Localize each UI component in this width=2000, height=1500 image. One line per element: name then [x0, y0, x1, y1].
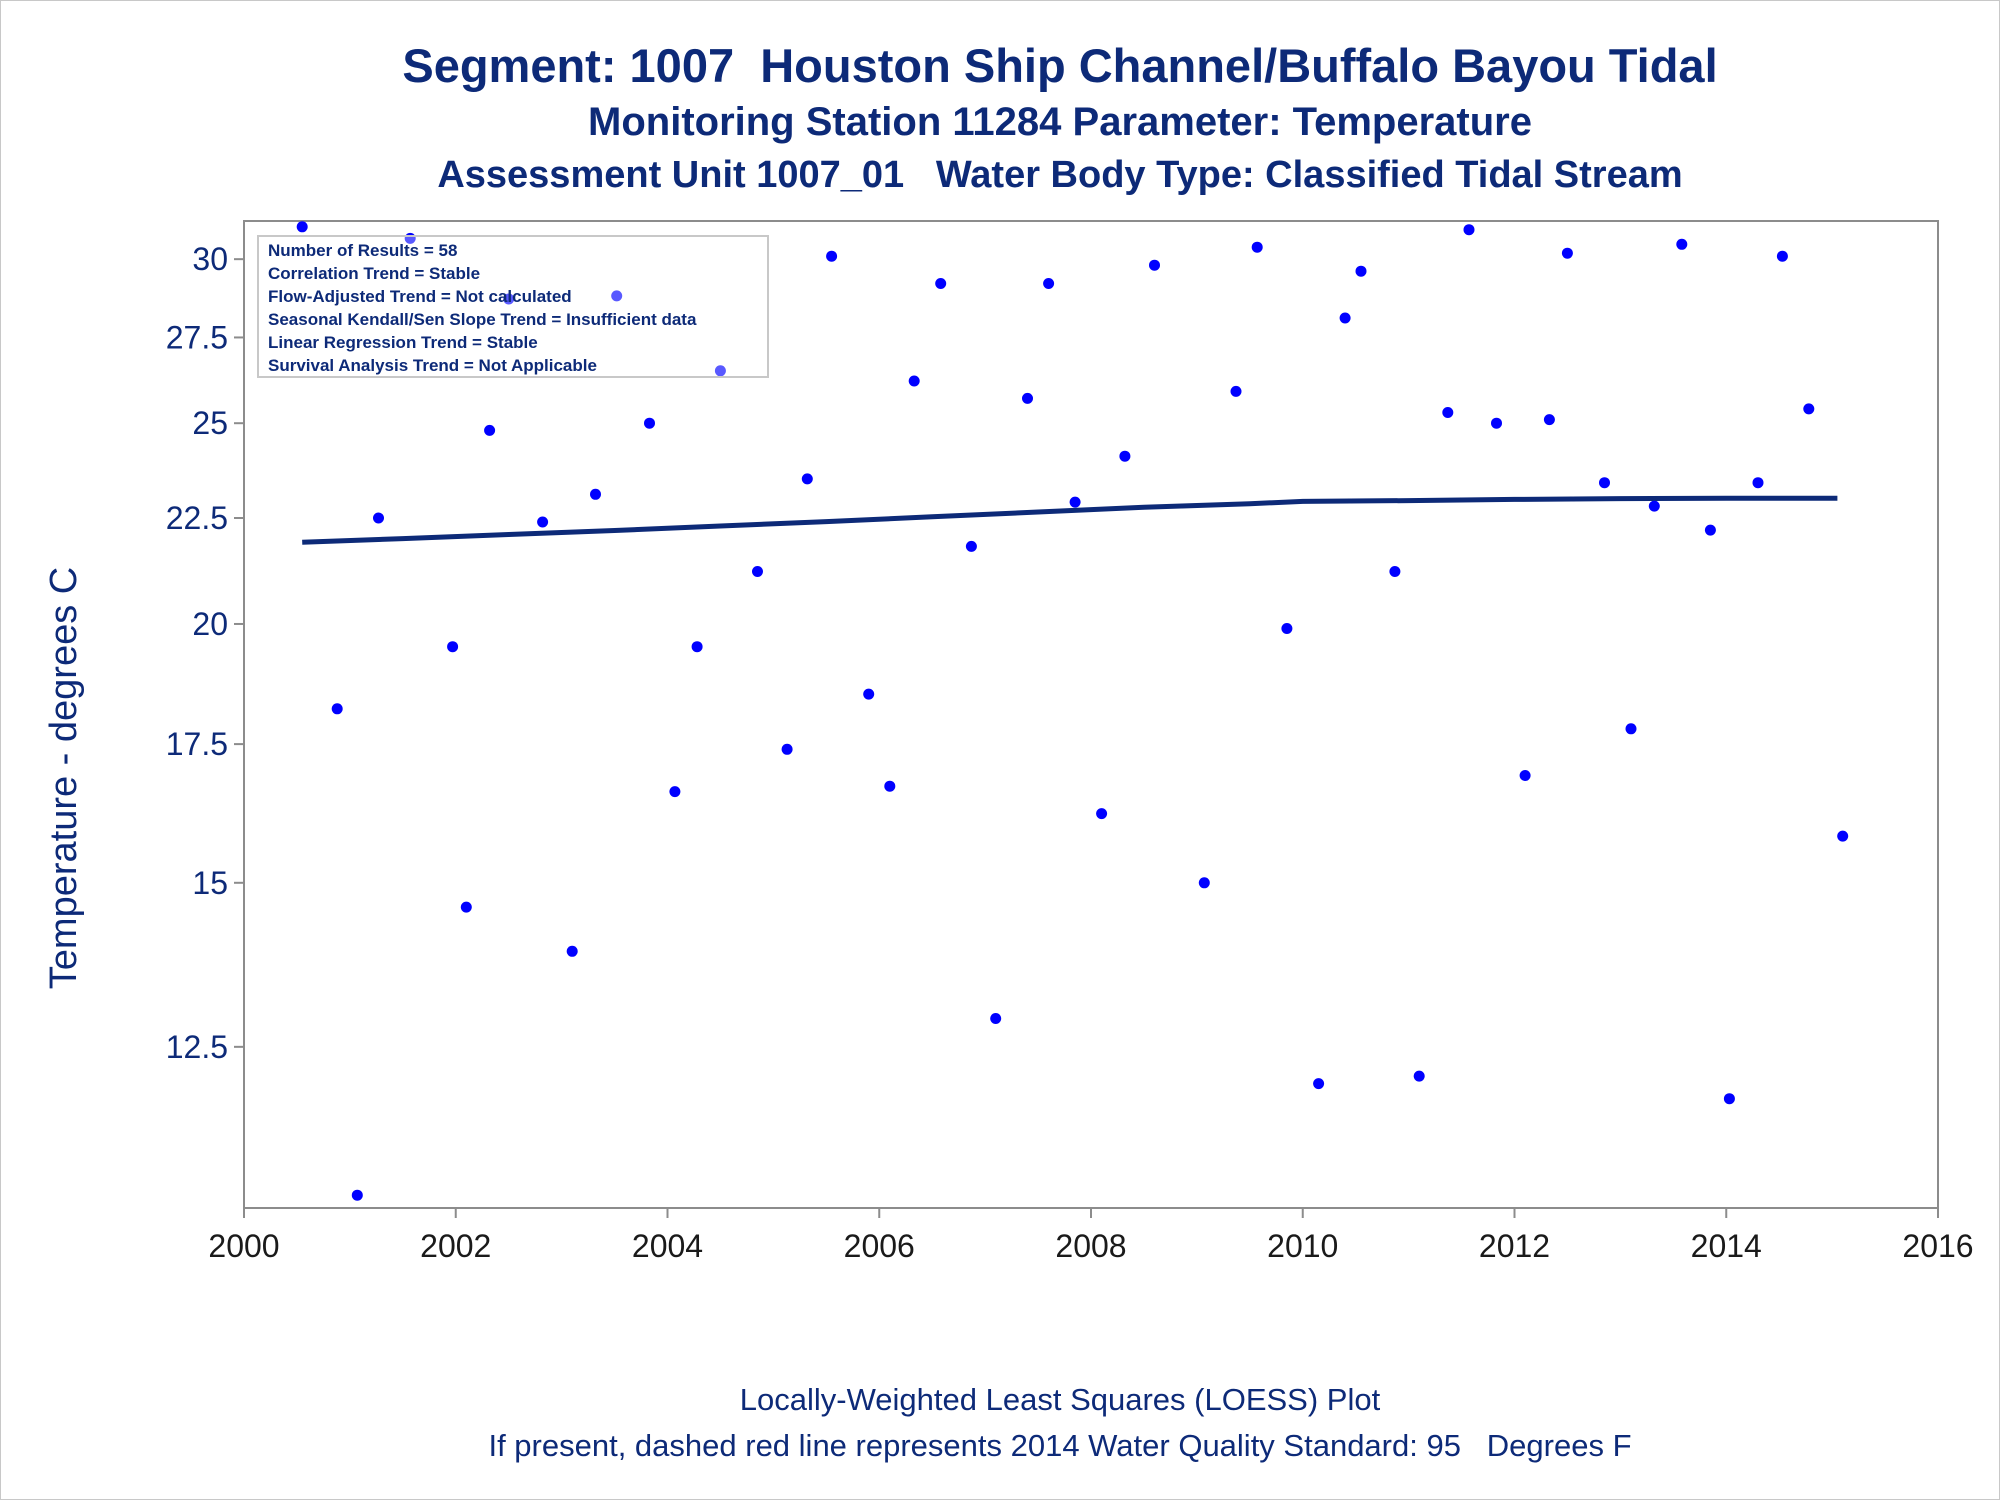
data-point [1389, 566, 1401, 577]
data-point [781, 743, 793, 755]
x-tick-label: 2004 [632, 1228, 703, 1264]
data-point [1413, 1070, 1425, 1082]
data-point [1676, 238, 1688, 250]
data-point [1625, 723, 1637, 735]
chart-title: Segment: 1007 Houston Ship Channel/Buffa… [402, 39, 1718, 92]
data-point [752, 566, 763, 577]
y-tick-label: 12.5 [166, 1029, 228, 1065]
x-tick-label: 2010 [1267, 1228, 1338, 1264]
data-point [691, 641, 703, 653]
data-point [965, 540, 977, 552]
x-tick-label: 2008 [1055, 1228, 1126, 1264]
data-point [331, 703, 343, 715]
data-point [1339, 312, 1351, 324]
x-tick-label: 2006 [844, 1228, 915, 1264]
data-point [1648, 500, 1660, 512]
data-point [1519, 770, 1531, 781]
y-tick-label: 25 [192, 405, 228, 441]
data-point [611, 290, 623, 302]
trend-info-box: Number of Results = 58 Correlation Trend … [257, 235, 769, 378]
data-point [1803, 403, 1815, 415]
data-point [935, 278, 947, 289]
data-point [503, 293, 515, 305]
data-point [351, 1189, 363, 1201]
data-point [1355, 265, 1367, 277]
trend-info-line: Number of Results = 58 [268, 241, 457, 260]
data-point [1069, 496, 1081, 508]
data-point [644, 417, 655, 429]
data-point [566, 945, 578, 957]
data-point [537, 516, 549, 528]
data-point [1043, 278, 1055, 289]
trend-info-line: Correlation Trend = Stable [268, 264, 480, 283]
data-point [801, 473, 813, 485]
data-point [908, 375, 920, 387]
x-tick-label: 2016 [1902, 1228, 1973, 1264]
data-point [714, 365, 726, 377]
y-tick-label: 20 [192, 606, 228, 642]
loess-line-layer [302, 495, 1838, 545]
loess-trend-line [302, 495, 1838, 545]
footnote-loess: Locally-Weighted Least Squares (LOESS) P… [739, 1382, 1381, 1417]
data-point [669, 786, 681, 798]
chart-subtitle-assessment: Assessment Unit 1007_01 Water Body Type:… [437, 154, 1683, 196]
data-point [1442, 407, 1454, 418]
y-axis-ticks: 12.5 15 17.5 20 22.5 25 27.5 30 [166, 241, 244, 1065]
data-point [1776, 250, 1788, 262]
data-point [1752, 477, 1764, 489]
data-point [990, 1013, 1002, 1024]
y-axis-label: Temperature - degrees C [43, 567, 85, 989]
x-tick-label: 2014 [1691, 1228, 1762, 1264]
x-axis-ticks: 2000 2002 2004 2006 2008 2010 2012 2014 2016 [208, 1208, 1974, 1264]
data-point [1723, 1093, 1735, 1105]
y-tick-label: 30 [192, 241, 228, 277]
data-point [447, 641, 459, 653]
data-point [884, 780, 896, 792]
data-point [484, 424, 496, 436]
trend-info-line: Seasonal Kendall/Sen Slope Trend = Insuf… [268, 310, 697, 329]
trend-info-line: Flow-Adjusted Trend = Not calculated [268, 287, 572, 306]
y-tick-label: 27.5 [166, 319, 228, 355]
chart-subtitle-station: Monitoring Station 11284 Parameter: Temp… [588, 100, 1532, 144]
x-tick-label: 2012 [1479, 1228, 1550, 1264]
data-point [1281, 623, 1293, 634]
data-point [1313, 1078, 1325, 1090]
data-point [826, 250, 838, 262]
x-tick-label: 2000 [208, 1228, 279, 1264]
data-point [1599, 477, 1610, 489]
data-point [1096, 808, 1108, 820]
data-point [296, 221, 308, 233]
y-tick-label: 22.5 [166, 500, 228, 536]
data-point [460, 901, 472, 913]
trend-info-line: Survival Analysis Trend = Not Applicable [268, 356, 597, 375]
data-point [590, 488, 601, 500]
y-tick-label: 15 [192, 865, 228, 901]
trend-info-box-border [257, 235, 769, 378]
data-point [1022, 392, 1033, 404]
data-point [1543, 414, 1555, 426]
data-point [1119, 450, 1131, 462]
data-point [1251, 241, 1263, 253]
data-point [1704, 524, 1716, 536]
data-point [1149, 259, 1160, 271]
data-point [1198, 877, 1210, 889]
data-points [296, 221, 1849, 1201]
data-point [1491, 417, 1502, 429]
y-tick-label: 17.5 [166, 726, 228, 762]
x-tick-label: 2002 [420, 1228, 491, 1264]
data-point [1837, 830, 1849, 842]
data-point [863, 688, 875, 700]
data-point [373, 512, 384, 524]
data-point [1561, 247, 1573, 259]
footnote-standard: If present, dashed red line represents 2… [488, 1428, 1632, 1463]
trend-info-line: Linear Regression Trend = Stable [268, 333, 538, 352]
data-point [1463, 224, 1475, 236]
data-point [1230, 385, 1242, 397]
